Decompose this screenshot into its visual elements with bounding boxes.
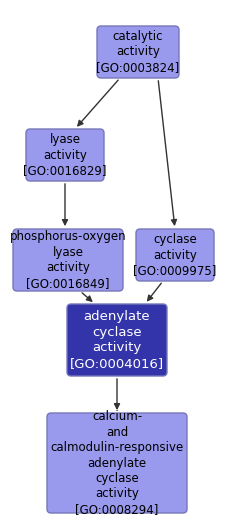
Text: adenylate
cyclase
activity
[GO:0004016]: adenylate cyclase activity [GO:0004016]: [70, 310, 164, 370]
Text: phosphorus-oxygen
lyase
activity
[GO:0016849]: phosphorus-oxygen lyase activity [GO:001…: [10, 230, 126, 290]
Text: catalytic
activity
[GO:0003824]: catalytic activity [GO:0003824]: [96, 30, 180, 74]
FancyBboxPatch shape: [67, 304, 167, 376]
Text: cyclase
activity
[GO:0009975]: cyclase activity [GO:0009975]: [133, 233, 217, 277]
FancyBboxPatch shape: [26, 129, 104, 181]
FancyBboxPatch shape: [13, 229, 123, 291]
FancyBboxPatch shape: [97, 26, 179, 78]
FancyBboxPatch shape: [136, 229, 214, 281]
FancyBboxPatch shape: [47, 413, 187, 513]
Text: lyase
activity
[GO:0016829]: lyase activity [GO:0016829]: [23, 133, 107, 177]
Text: calcium-
and
calmodulin-responsive
adenylate
cyclase
activity
[GO:0008294]: calcium- and calmodulin-responsive adeny…: [50, 410, 184, 516]
